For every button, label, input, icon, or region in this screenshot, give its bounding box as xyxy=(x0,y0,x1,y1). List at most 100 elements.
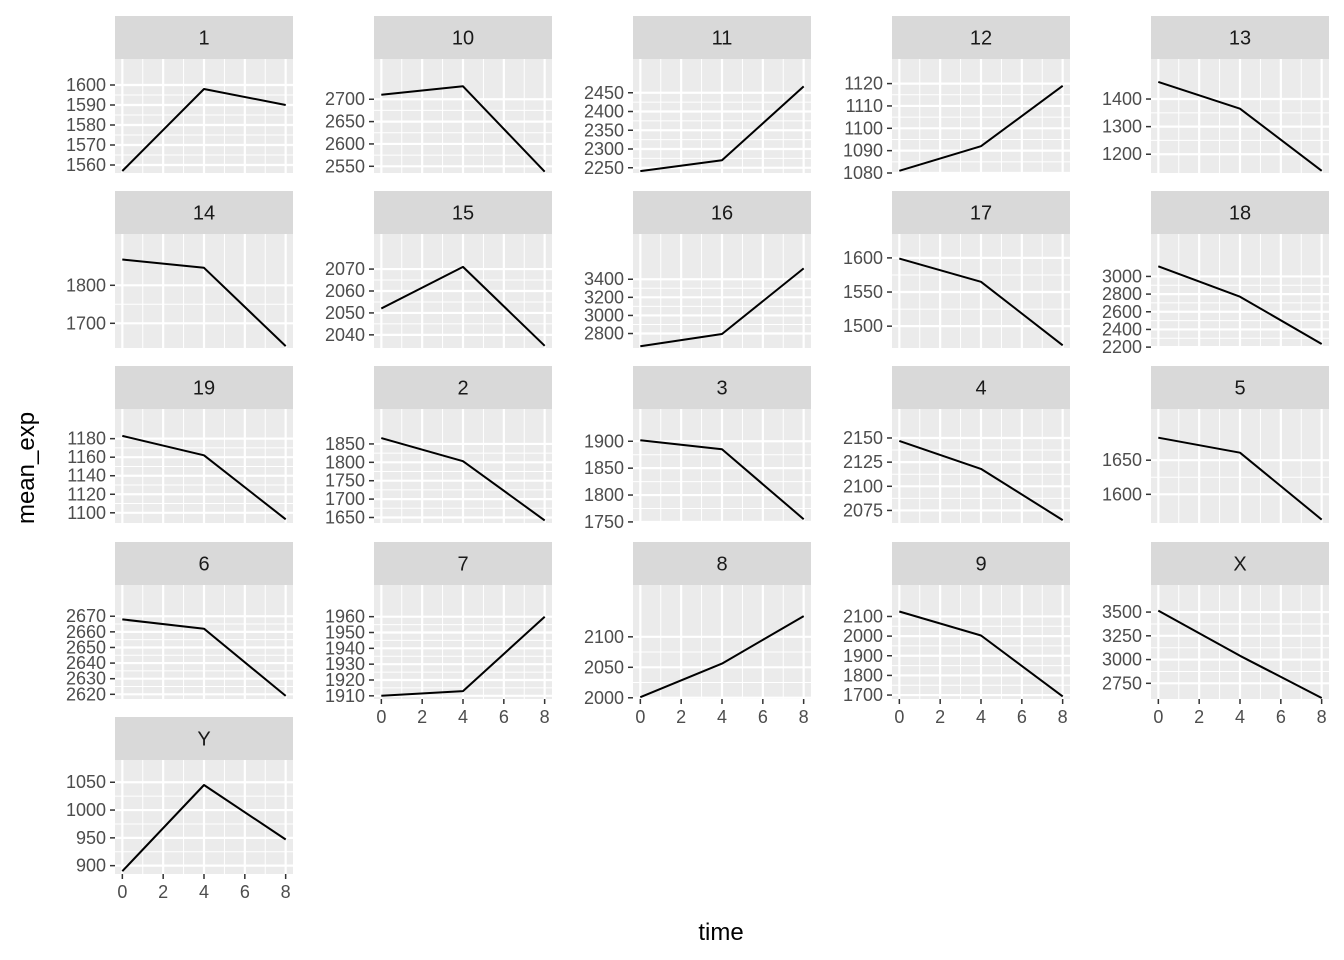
y-tick-label: 3500 xyxy=(1102,602,1142,622)
y-tick-label: 1950 xyxy=(325,623,365,643)
facet-strip xyxy=(892,16,1070,59)
facet-strip-label: 8 xyxy=(716,554,727,576)
y-tick-label: 1590 xyxy=(66,95,106,115)
y-tick-label: 2550 xyxy=(325,156,365,176)
facet-strip-label: 14 xyxy=(193,203,215,225)
y-tick-label: 1600 xyxy=(843,248,883,268)
y-tick-label: 2620 xyxy=(66,684,106,704)
x-tick-label: 8 xyxy=(540,707,550,727)
y-tick-label: 2800 xyxy=(584,324,624,344)
y-tick-label: 3000 xyxy=(1102,266,1142,286)
series-line-11 xyxy=(640,85,805,173)
y-tick-label: 1650 xyxy=(325,507,365,527)
y-tick-label: 1160 xyxy=(67,447,106,467)
facet-strip xyxy=(115,191,293,234)
y-tick-label: 1700 xyxy=(843,685,883,705)
x-tick-label: 2 xyxy=(417,707,427,727)
x-tick-label: 4 xyxy=(717,707,727,727)
x-tick-label: 2 xyxy=(158,882,168,902)
y-tick-label: 1850 xyxy=(584,458,624,478)
y-tick-label: 1140 xyxy=(67,466,106,486)
y-tick-label: 2640 xyxy=(66,653,106,673)
y-tick-label: 1930 xyxy=(325,654,365,674)
facet-strip-label: 17 xyxy=(970,203,992,225)
y-tick-label: 2300 xyxy=(584,139,624,159)
facet-strip-label: 18 xyxy=(1229,203,1251,225)
y-tick-label: 2700 xyxy=(325,89,365,109)
y-tick-label: 2000 xyxy=(843,626,883,646)
y-tick-label: 2650 xyxy=(66,637,106,657)
x-tick-label: 6 xyxy=(1017,707,1027,727)
y-tick-label: 2075 xyxy=(843,500,883,520)
y-tick-label: 1080 xyxy=(843,163,883,183)
y-tick-label: 1120 xyxy=(844,74,883,94)
y-tick-label: 2100 xyxy=(843,606,883,626)
y-tick-label: 2600 xyxy=(325,134,365,154)
y-tick-label: 1940 xyxy=(325,638,365,658)
series-line-Y xyxy=(121,784,287,872)
y-tick-label: 3250 xyxy=(1102,626,1142,646)
y-tick-label: 3000 xyxy=(584,305,624,325)
series-line-7 xyxy=(381,615,546,697)
facet-strip-label: 11 xyxy=(712,28,733,50)
y-tick-label: 1910 xyxy=(325,686,365,706)
series-line-X xyxy=(1157,609,1323,699)
y-tick-label: 950 xyxy=(76,828,106,848)
facet-strip-label: 16 xyxy=(711,203,733,225)
facet-strip xyxy=(633,366,811,409)
x-tick-label: 8 xyxy=(799,707,809,727)
y-tick-label: 2070 xyxy=(325,259,365,279)
y-tick-label: 1100 xyxy=(844,118,883,138)
x-tick-label: 2 xyxy=(1194,707,1204,727)
facet-panel-8: 8 2000 2050 2100 0 2 4 6 8 xyxy=(584,542,811,727)
y-tick-label: 2600 xyxy=(1102,302,1142,322)
series-line-10 xyxy=(381,85,546,173)
facet-strip xyxy=(1151,366,1329,409)
y-tick-label: 1900 xyxy=(584,431,624,451)
facet-strip xyxy=(1151,542,1329,585)
x-tick-label: 2 xyxy=(676,707,686,727)
x-axis-title: time xyxy=(698,919,743,946)
y-tick-label: 1850 xyxy=(325,434,365,454)
facet-strip-label: 1 xyxy=(198,28,209,50)
facet-strip xyxy=(892,191,1070,234)
y-tick-label: 1580 xyxy=(66,115,106,135)
y-tick-label: 2660 xyxy=(66,622,106,642)
facet-strip-label: Y xyxy=(197,729,210,751)
facet-panel-4: 4 2075 2100 2125 2150 xyxy=(843,366,1070,523)
series-line-15 xyxy=(380,265,546,347)
y-tick-label: 1200 xyxy=(1102,144,1142,164)
facet-strip xyxy=(374,191,552,234)
x-tick-label: 4 xyxy=(458,707,468,727)
series-line-16 xyxy=(640,267,805,348)
y-tick-label: 1090 xyxy=(843,141,883,161)
y-tick-label: 1700 xyxy=(325,489,365,509)
y-tick-label: 2125 xyxy=(843,452,883,472)
facet-panel-Y: Y 900 950 1000 1050 0 2 4 6 8 xyxy=(66,717,293,902)
x-tick-label: 8 xyxy=(1058,707,1068,727)
facet-strip xyxy=(892,366,1070,409)
facet-strip-label: 10 xyxy=(452,28,474,50)
y-tick-label: 3400 xyxy=(584,269,624,289)
y-tick-label: 1960 xyxy=(325,607,365,627)
facet-strip xyxy=(633,16,811,59)
y-tick-label: 2000 xyxy=(584,688,624,708)
facet-strip xyxy=(374,366,552,409)
x-tick-label: 6 xyxy=(1276,707,1286,727)
series-line-18 xyxy=(1157,265,1323,345)
facet-strip-label: 12 xyxy=(970,28,992,50)
facet-strip xyxy=(892,542,1070,585)
facet-strip xyxy=(374,16,552,59)
facet-strip-label: 7 xyxy=(457,554,468,576)
y-tick-label: 1900 xyxy=(843,646,883,666)
x-tick-label: 4 xyxy=(199,882,209,902)
x-tick-label: 2 xyxy=(935,707,945,727)
series-line-13 xyxy=(1157,80,1323,172)
x-tick-label: 0 xyxy=(376,707,386,727)
y-tick-label: 900 xyxy=(76,856,106,876)
